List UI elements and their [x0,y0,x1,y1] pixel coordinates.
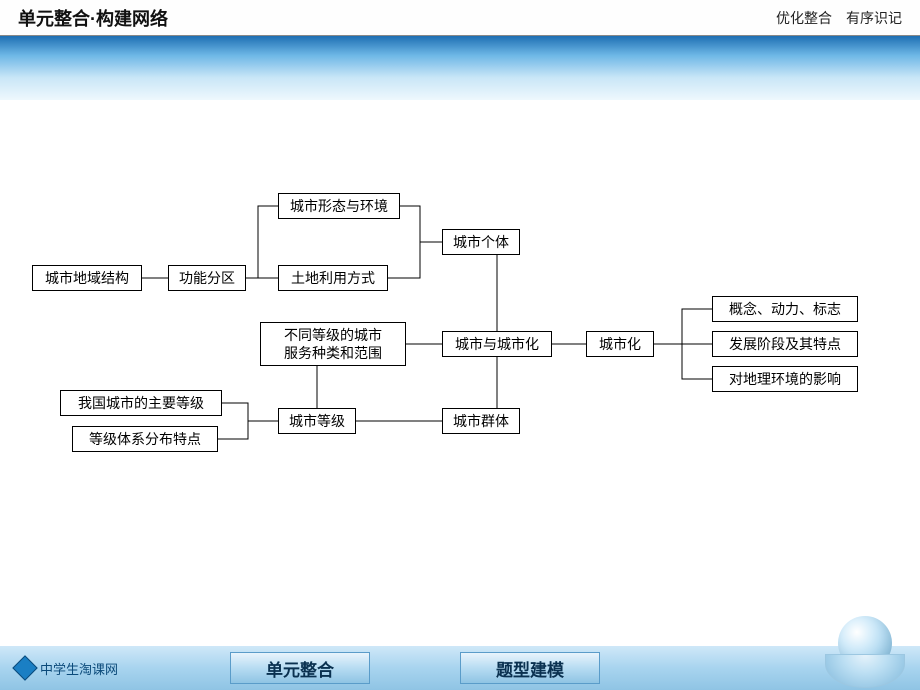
node-n_rank: 城市等级 [278,408,356,434]
button-label: 题型建模 [496,656,564,681]
node-n_urb: 城市化 [586,331,654,357]
node-n_func: 功能分区 [168,265,246,291]
page-title: 单元整合·构建网络 [18,5,168,31]
globe-decoration [820,618,910,688]
node-n_cnrank: 我国城市的主要等级 [60,390,222,416]
concept-diagram: 城市地域结构功能分区 城市形态与环境土地利用方式 城市个体不同等级的城市 服务种类和… [0,100,920,580]
node-n_diffserv: 不同等级的城市 服务种类和范围 [260,322,406,366]
header-subtitle: 优化整合 有序识记 [776,8,902,28]
node-n_group: 城市群体 [442,408,520,434]
globe-bowl-icon [825,654,905,688]
node-n_cc: 城市与城市化 [442,331,552,357]
node-n_morph: 城市形态与环境 [278,193,400,219]
logo-icon [12,655,37,680]
footer-logo: 中学生淘课网 [16,659,118,678]
button-label: 单元整合 [266,656,334,681]
node-n_stage: 发展阶段及其特点 [712,331,858,357]
node-n_hier: 等级体系分布特点 [72,426,218,452]
header-bar: 单元整合·构建网络 优化整合 有序识记 [0,0,920,36]
node-n_indiv: 城市个体 [442,229,520,255]
gradient-band [0,36,920,100]
node-n_land: 土地利用方式 [278,265,388,291]
node-n_struct: 城市地域结构 [32,265,142,291]
node-n_concept: 概念、动力、标志 [712,296,858,322]
question-model-button[interactable]: 题型建模 [460,652,600,684]
unit-integration-button[interactable]: 单元整合 [230,652,370,684]
node-n_geoimp: 对地理环境的影响 [712,366,858,392]
logo-text: 中学生淘课网 [40,659,118,678]
